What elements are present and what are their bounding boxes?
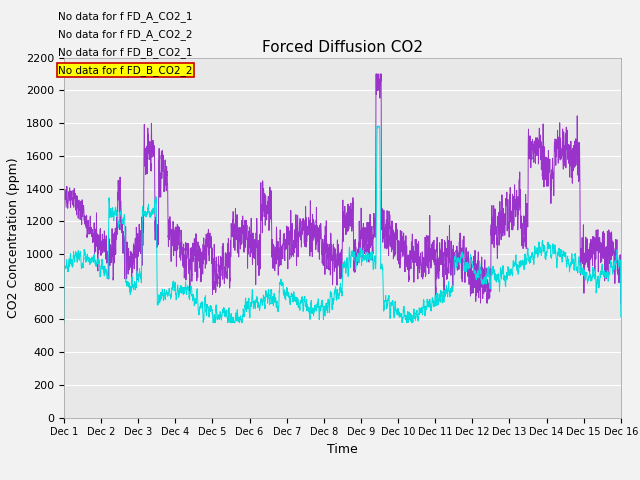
FD_C_CO2_2 bbox=[373, 123, 381, 129]
X-axis label: Time: Time bbox=[327, 443, 358, 456]
Text: No data for f FD_A_CO2_1: No data for f FD_A_CO2_1 bbox=[58, 11, 193, 22]
FD_C_CO2_1 bbox=[616, 262, 624, 268]
FD_C_CO2_1 bbox=[372, 71, 380, 77]
FD_C_CO2_1 bbox=[477, 300, 484, 306]
Title: Forced Diffusion CO2: Forced Diffusion CO2 bbox=[262, 40, 423, 55]
FD_C_CO2_1 bbox=[467, 259, 475, 265]
Line: FD_C_CO2_1: FD_C_CO2_1 bbox=[64, 74, 621, 303]
FD_C_CO2_2 bbox=[499, 265, 507, 271]
FD_C_CO2_2 bbox=[160, 290, 168, 296]
Text: No data for f FD_B_CO2_2: No data for f FD_B_CO2_2 bbox=[58, 65, 193, 76]
FD_C_CO2_1 bbox=[436, 252, 444, 258]
FD_C_CO2_2 bbox=[322, 305, 330, 311]
Text: No data for f FD_B_CO2_1: No data for f FD_B_CO2_1 bbox=[58, 47, 193, 58]
FD_C_CO2_2 bbox=[616, 257, 624, 263]
FD_C_CO2_1 bbox=[60, 268, 68, 274]
FD_C_CO2_1 bbox=[617, 300, 625, 306]
Y-axis label: CO2 Concentration (ppm): CO2 Concentration (ppm) bbox=[8, 157, 20, 318]
Line: FD_C_CO2_2: FD_C_CO2_2 bbox=[64, 126, 621, 323]
FD_C_CO2_1 bbox=[322, 242, 330, 248]
FD_C_CO2_2 bbox=[436, 292, 444, 298]
FD_C_CO2_2 bbox=[60, 320, 68, 325]
Text: No data for f FD_A_CO2_2: No data for f FD_A_CO2_2 bbox=[58, 29, 193, 40]
FD_C_CO2_2 bbox=[617, 314, 625, 320]
FD_C_CO2_1 bbox=[160, 189, 168, 195]
FD_C_CO2_2 bbox=[467, 257, 475, 263]
FD_C_CO2_1 bbox=[499, 228, 507, 234]
